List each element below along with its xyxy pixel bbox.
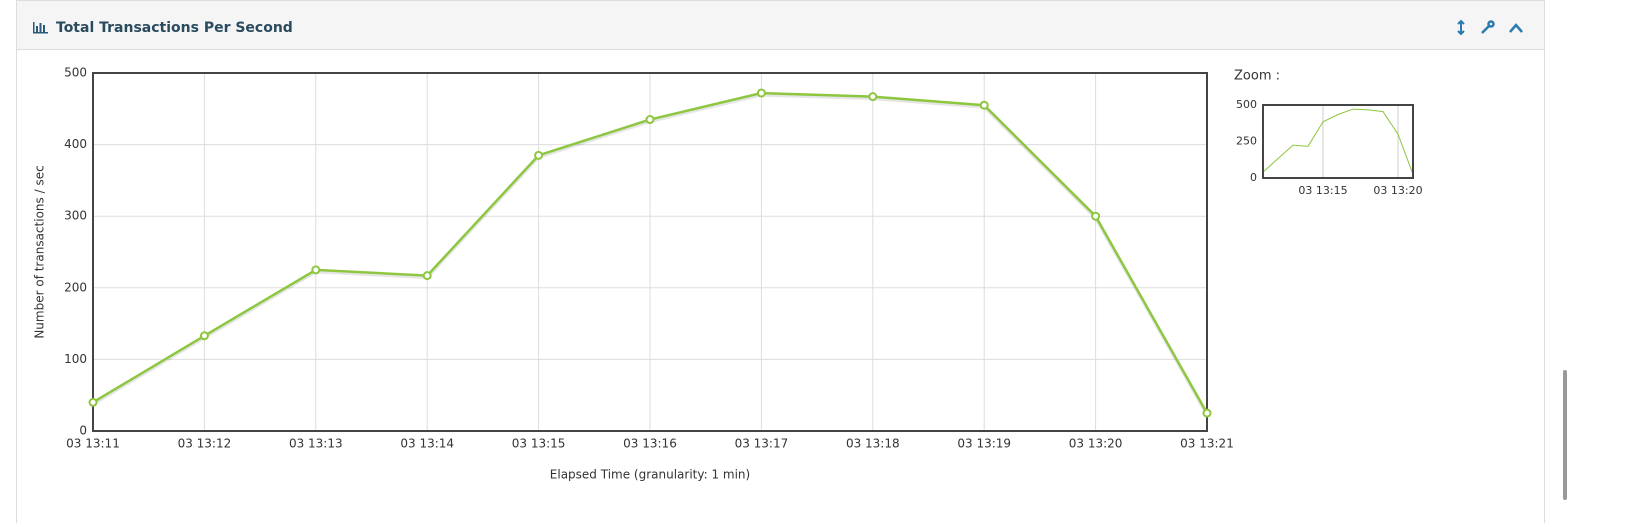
- x-axis-label: Elapsed Time (granularity: 1 min): [550, 468, 750, 482]
- y-tick-label: 0: [79, 424, 87, 438]
- scrollbar[interactable]: [1563, 370, 1567, 500]
- x-tick-label: 03 13:12: [178, 437, 232, 451]
- x-tick-label: 03 13:11: [66, 437, 120, 451]
- x-tick-label: 03 13:18: [846, 437, 900, 451]
- y-axis-label: Number of transactions / sec: [33, 165, 47, 338]
- data-point: [199, 331, 209, 341]
- data-point: [1091, 211, 1101, 221]
- data-point: [645, 115, 655, 125]
- x-tick-label: 03 13:19: [957, 437, 1011, 451]
- panel-header: [17, 1, 1544, 49]
- zoom-x-tick-label: 03 13:20: [1373, 184, 1422, 197]
- chart-icon: [33, 22, 48, 34]
- x-tick-label: 03 13:15: [512, 437, 566, 451]
- y-tick-label: 500: [64, 66, 87, 80]
- panel-title: Total Transactions Per Second: [56, 20, 293, 36]
- x-tick-label: 03 13:14: [400, 437, 454, 451]
- data-point: [1202, 408, 1212, 418]
- zoom-label: Zoom :: [1234, 69, 1280, 84]
- zoom-y-tick-label: 500: [1236, 98, 1257, 111]
- x-tick-label: 03 13:16: [623, 437, 677, 451]
- y-tick-label: 100: [64, 352, 87, 366]
- data-point: [756, 88, 766, 98]
- data-point: [88, 397, 98, 407]
- data-point: [311, 265, 321, 275]
- zoom-y-tick-label: 250: [1236, 135, 1257, 148]
- settings-button[interactable]: [1481, 20, 1495, 34]
- panel: [16, 0, 1545, 527]
- x-tick-label: 03 13:13: [289, 437, 343, 451]
- data-point: [979, 100, 989, 110]
- plot-frame: [92, 72, 1208, 432]
- x-tick-label: 03 13:20: [1069, 437, 1123, 451]
- y-tick-label: 300: [64, 209, 87, 223]
- zoom-y-tick-label: 0: [1250, 171, 1257, 184]
- zoom-frame[interactable]: [1262, 104, 1414, 179]
- zoom-x-tick-label: 03 13:15: [1298, 184, 1347, 197]
- resize-button[interactable]: [1457, 19, 1465, 36]
- y-tick-label: 400: [64, 137, 87, 151]
- x-tick-label: 03 13:21: [1180, 437, 1234, 451]
- x-tick-label: 03 13:17: [735, 437, 789, 451]
- data-point: [422, 271, 432, 281]
- y-tick-label: 200: [64, 280, 87, 294]
- data-point: [534, 150, 544, 160]
- zoom-line: [1262, 108, 1414, 175]
- data-point: [868, 92, 878, 102]
- collapse-button[interactable]: [1509, 23, 1523, 33]
